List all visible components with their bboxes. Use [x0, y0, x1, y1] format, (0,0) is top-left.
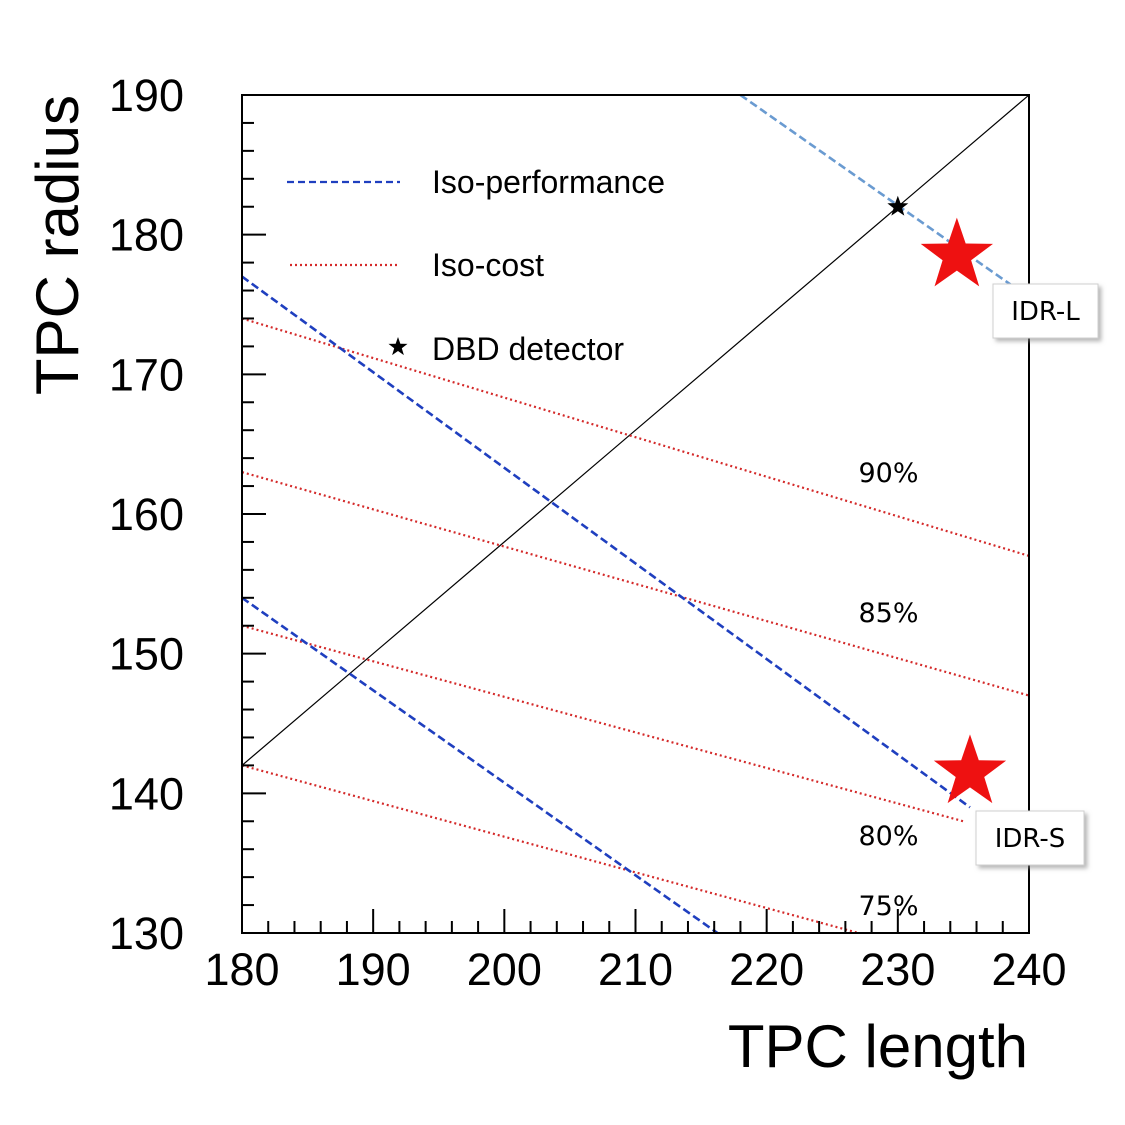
- y-tick-label: 150: [109, 629, 184, 680]
- x-tick-label: 220: [729, 944, 804, 995]
- iso-cost-line: [242, 317, 1029, 557]
- y-tick-label: 190: [109, 70, 184, 121]
- design-labels: IDR-L IDR-S: [975, 283, 1099, 866]
- y-axis-tick-labels: 130 140 150 160 170 180 190: [109, 70, 184, 959]
- x-tick-label: 200: [467, 944, 542, 995]
- legend: Iso-performance Iso-cost DBD detector: [287, 164, 665, 367]
- x-tick-label: 240: [991, 944, 1066, 995]
- plot-lines: [242, 95, 1029, 933]
- legend-swatch-dbd-detector: [388, 337, 408, 356]
- design-label: IDR-L: [1011, 297, 1080, 327]
- design-label-box: [975, 810, 1085, 866]
- plot-frame: [241, 94, 1030, 934]
- x-tick-label: 210: [598, 944, 673, 995]
- y-axis-title: TPC radius: [24, 95, 91, 395]
- design-label: IDR-S: [995, 824, 1066, 854]
- iso-cost-line: [242, 471, 1029, 697]
- x-tick-label: 230: [860, 944, 935, 995]
- iso-cost-percent-label: 85%: [858, 598, 918, 629]
- dbd-detector-point: [887, 195, 909, 216]
- design-star-point: [933, 734, 1007, 804]
- x-axis-tick-labels: 180 190 200 210 220 230 240: [204, 944, 1066, 995]
- x-tick-label: 180: [204, 944, 279, 995]
- iso-cost-labels: 90% 85% 80% 75%: [858, 458, 918, 922]
- iso-performance-line: [242, 275, 971, 809]
- iso-cost-line: [242, 764, 859, 933]
- x-axis-ticks: [241, 909, 1030, 933]
- design-star-point: [920, 217, 993, 287]
- iso-performance-line: [739, 95, 1029, 299]
- y-tick-label: 170: [109, 349, 184, 400]
- y-axis-ticks: [242, 94, 266, 934]
- x-tick-label: 190: [336, 944, 411, 995]
- plot-markers: [887, 195, 1007, 804]
- legend-label: Iso-performance: [432, 164, 665, 200]
- iso-performance-line: [242, 596, 720, 933]
- legend-label: Iso-cost: [432, 247, 544, 283]
- iso-cost-percent-label: 75%: [858, 891, 918, 922]
- x-axis-title: TPC length: [728, 1013, 1028, 1080]
- design-label-box: [992, 283, 1099, 339]
- y-tick-label: 140: [109, 768, 184, 819]
- y-tick-label: 130: [109, 908, 184, 959]
- iso-cost-percent-label: 80%: [858, 821, 918, 852]
- y-tick-label: 180: [109, 210, 184, 261]
- y-tick-label: 160: [109, 489, 184, 540]
- legend-label: DBD detector: [432, 331, 624, 367]
- iso-cost-percent-label: 90%: [858, 458, 918, 489]
